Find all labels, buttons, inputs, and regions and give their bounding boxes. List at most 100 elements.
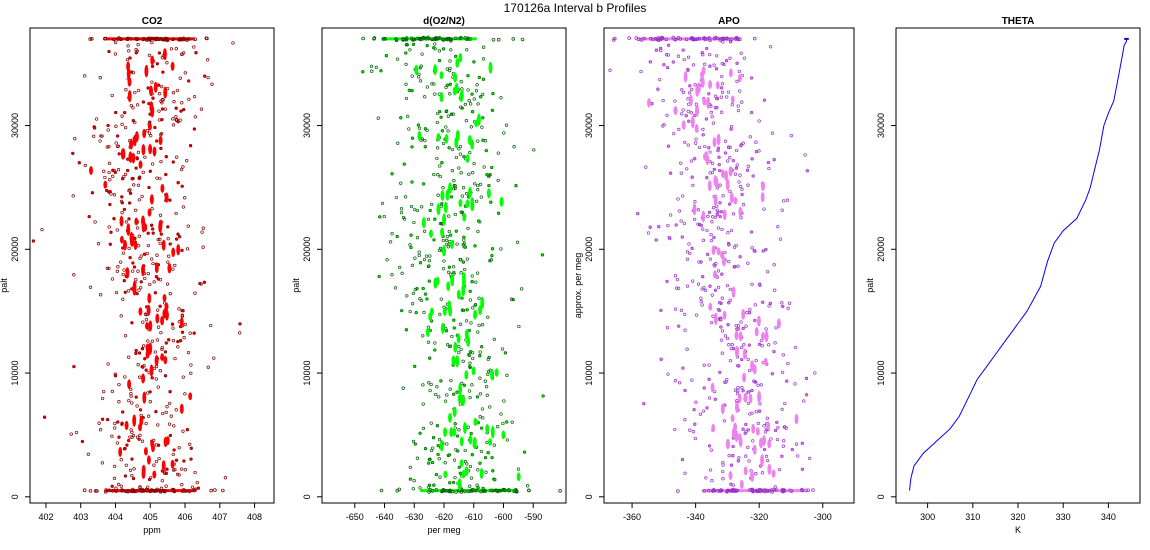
scatter-point (484, 148, 488, 153)
scatter-point (159, 232, 163, 236)
scatter-point (750, 246, 754, 250)
scatter-point (155, 338, 160, 342)
band-point (715, 36, 720, 41)
y-tick-label: 20000 (584, 237, 594, 262)
scatter-point (481, 57, 486, 61)
scatter-point (775, 437, 780, 442)
scatter-cluster (738, 331, 743, 342)
band-point (415, 36, 419, 41)
scatter-point (146, 231, 150, 235)
scatter-point (141, 170, 145, 175)
scatter-cluster (476, 113, 481, 126)
scatter-point (470, 280, 474, 284)
scatter-point (116, 420, 120, 424)
scatter-point (114, 124, 118, 128)
scatter-point (409, 233, 413, 237)
scatter-point (180, 330, 185, 334)
scatter-cluster (720, 250, 725, 260)
scatter-point (786, 306, 790, 310)
x-tick-label: 310 (965, 512, 980, 522)
scatter-cluster (435, 276, 440, 286)
scatter-point (435, 146, 440, 150)
scatter-cluster (179, 317, 184, 327)
scatter-point (702, 363, 706, 367)
scatter-point (739, 320, 743, 324)
scatter-point (679, 161, 683, 165)
scatter-cluster (733, 422, 738, 432)
scatter-point (120, 201, 124, 205)
scatter-point (121, 297, 125, 301)
scatter-point (100, 417, 105, 421)
scatter-point (404, 51, 408, 55)
scatter-cluster (761, 181, 765, 191)
scatter-point (415, 208, 420, 213)
scatter-point (499, 412, 503, 416)
scatter-cluster (742, 348, 747, 360)
scatter-point (682, 57, 686, 62)
scatter-point (164, 484, 168, 488)
scatter-point (112, 476, 117, 481)
scatter-point (421, 182, 426, 186)
scatter-point (148, 169, 152, 173)
scatter-cluster (763, 357, 768, 366)
scatter-point (479, 95, 483, 99)
scatter-point (155, 253, 159, 257)
scatter-cluster (465, 154, 470, 164)
scatter-point (406, 114, 410, 119)
scatter-cluster (459, 436, 464, 447)
scatter-point (469, 476, 474, 480)
scatter-point (716, 146, 721, 150)
band-point (712, 36, 717, 41)
scatter-cluster (713, 312, 718, 325)
scatter-cluster (442, 307, 447, 316)
scatter-point (145, 251, 149, 256)
scatter-point (113, 426, 117, 430)
scatter-point (716, 226, 721, 230)
scatter-point (421, 334, 425, 338)
x-tick-label: -630 (405, 512, 423, 522)
scatter-point (212, 356, 216, 360)
scatter-point (124, 463, 128, 467)
band-point (651, 37, 655, 42)
scatter-point (138, 375, 142, 379)
scatter-point (462, 383, 467, 387)
band-point (636, 37, 641, 41)
scatter-cluster (162, 48, 167, 61)
scatter-point (781, 353, 785, 357)
band-point (209, 488, 214, 493)
scatter-cluster (701, 66, 706, 76)
scatter-point (114, 141, 118, 145)
scatter-point (672, 131, 676, 136)
scatter-point (178, 339, 183, 343)
scatter-point (156, 423, 160, 427)
scatter-point (680, 457, 685, 462)
panel-title: CO2 (142, 16, 163, 27)
band-point (463, 489, 467, 494)
scatter-point (658, 46, 663, 51)
scatter-point (131, 106, 135, 110)
scatter-point (477, 296, 481, 300)
scatter-point (805, 169, 809, 173)
scatter-point (469, 321, 473, 325)
scatter-point (156, 83, 161, 87)
scatter-point (454, 229, 458, 233)
scatter-point (471, 356, 475, 361)
scatter-point (688, 84, 692, 88)
scatter-cluster (433, 64, 438, 76)
y-tick-label: 30000 (302, 113, 312, 138)
scatter-point (509, 297, 514, 301)
scatter-point (437, 438, 442, 442)
scatter-point (132, 265, 137, 269)
scatter-point (715, 54, 719, 58)
scatter-point (173, 356, 177, 361)
scatter-cluster (725, 438, 730, 450)
scatter-point (759, 383, 763, 387)
scatter-point (120, 122, 124, 127)
scatter-point (200, 230, 204, 234)
scatter-point (119, 458, 123, 462)
scatter-point (176, 232, 180, 236)
scatter-cluster (794, 414, 799, 425)
scatter-cluster (760, 454, 765, 467)
scatter-point (735, 163, 739, 167)
